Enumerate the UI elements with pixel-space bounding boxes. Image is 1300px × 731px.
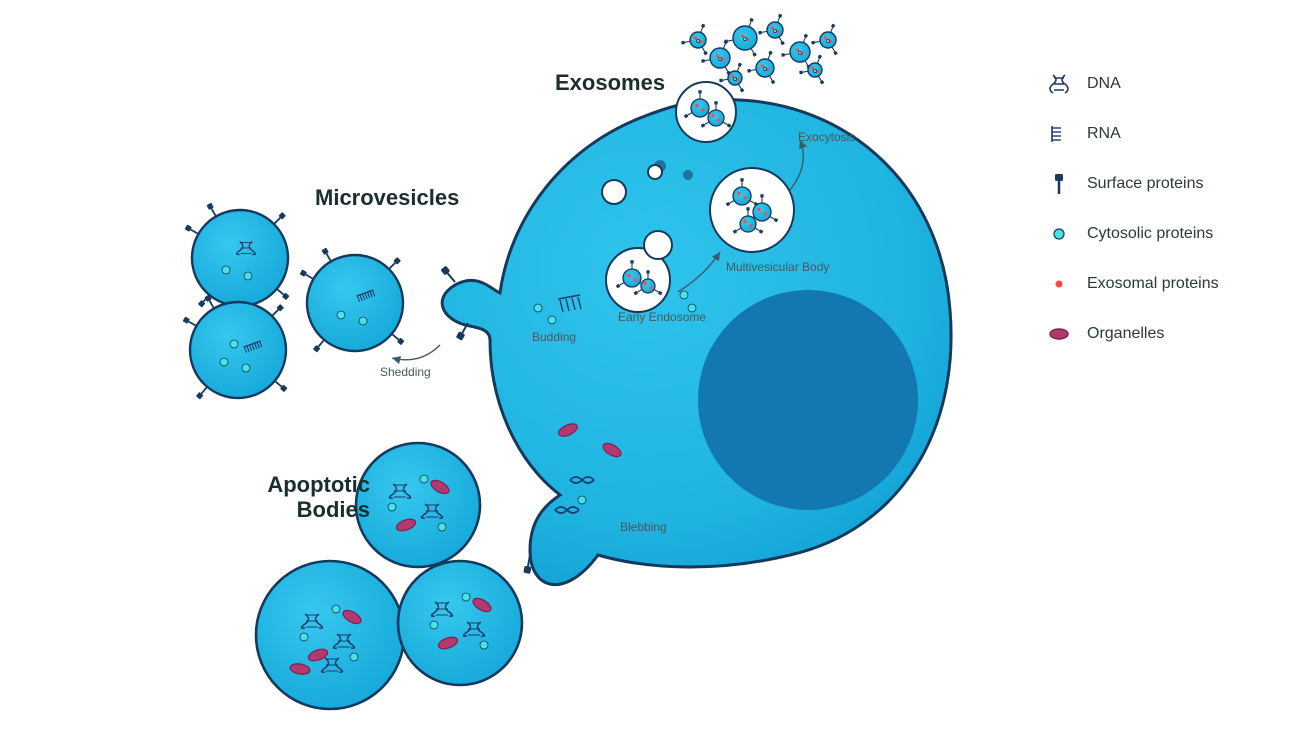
label-shedding: Shedding [380, 365, 431, 379]
legend-surface: Surface proteins [1045, 170, 1219, 198]
legend-label: Cytosolic proteins [1087, 225, 1213, 243]
exosomal-protein-icon [1045, 270, 1073, 298]
legend-dna: DNA [1045, 70, 1219, 98]
legend-label: DNA [1087, 75, 1121, 93]
label-exocytosis: Exocytosis [798, 130, 855, 144]
legend-label: Surface proteins [1087, 175, 1204, 193]
heading-microvesicles: Microvesicles [315, 185, 459, 211]
organelle-icon [1045, 320, 1073, 348]
heading-exosomes: Exosomes [555, 70, 665, 96]
label-budding: Budding [532, 330, 576, 344]
legend-label: RNA [1087, 125, 1121, 143]
legend-exosomal: Exosomal proteins [1045, 270, 1219, 298]
legend-rna: RNA [1045, 120, 1219, 148]
label-early-endosome: Early Endosome [618, 310, 706, 324]
rna-icon [1045, 120, 1073, 148]
surface-protein-icon [1045, 170, 1073, 198]
cytosolic-protein-icon [1045, 220, 1073, 248]
legend-organelle: Organelles [1045, 320, 1219, 348]
microvesicles-group [183, 203, 405, 400]
label-blebbing: Blebbing [620, 520, 667, 534]
exosomes-group [681, 14, 838, 93]
legend-label: Exosomal proteins [1087, 275, 1219, 293]
heading-apoptotic: Apoptotic Bodies [250, 472, 370, 523]
label-mvb: Multivesicular Body [726, 260, 829, 274]
legend-cytosolic: Cytosolic proteins [1045, 220, 1219, 248]
legend: DNA RNA Surface proteins Cytosolic prote… [1045, 70, 1219, 370]
legend-label: Organelles [1087, 325, 1164, 343]
nucleus [698, 290, 918, 510]
dna-icon [1045, 70, 1073, 98]
